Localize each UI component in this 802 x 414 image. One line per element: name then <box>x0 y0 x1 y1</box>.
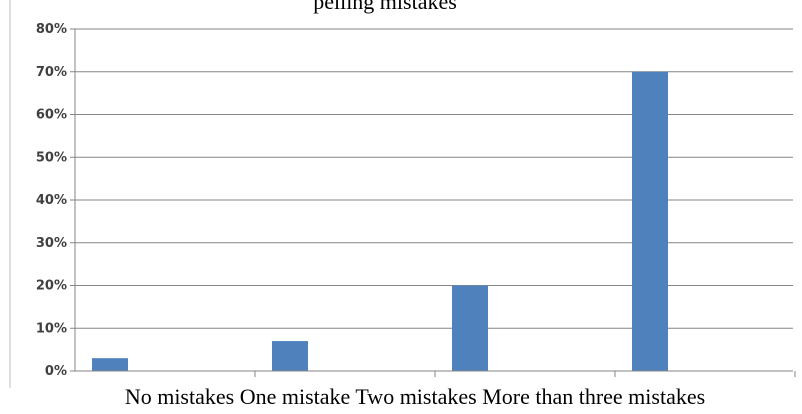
y-tick-label: 20% <box>36 279 67 294</box>
x-category-label: No mistakes <box>125 384 234 409</box>
x-category-label: One mistake <box>240 384 351 409</box>
y-tick-label: 10% <box>36 321 67 336</box>
bar <box>92 358 128 371</box>
bars <box>92 71 668 371</box>
y-tick-label: 70% <box>36 65 67 80</box>
x-axis-category-labels: No mistakes One mistake Two mistakes Mor… <box>125 384 705 409</box>
y-tick-label: 40% <box>36 193 67 208</box>
y-tick-label: 60% <box>36 108 67 123</box>
x-axis-tick-marks <box>254 371 796 377</box>
bar <box>632 71 668 371</box>
bar <box>272 341 308 371</box>
y-tick-label: 0% <box>45 364 67 379</box>
y-axis-tick-labels: 0% 10% 20% 30% 40% 50% 60% 70% 80% <box>36 22 75 379</box>
y-tick-label: 30% <box>36 236 67 251</box>
y-tick-label: 80% <box>36 22 67 37</box>
x-category-label: More than three mistakes <box>482 384 705 409</box>
gridlines <box>75 28 793 329</box>
y-tick-label: 50% <box>36 150 67 165</box>
x-category-label: Two mistakes <box>355 384 476 409</box>
chart-title: pelling mistakes <box>313 0 457 14</box>
bar <box>452 285 488 371</box>
